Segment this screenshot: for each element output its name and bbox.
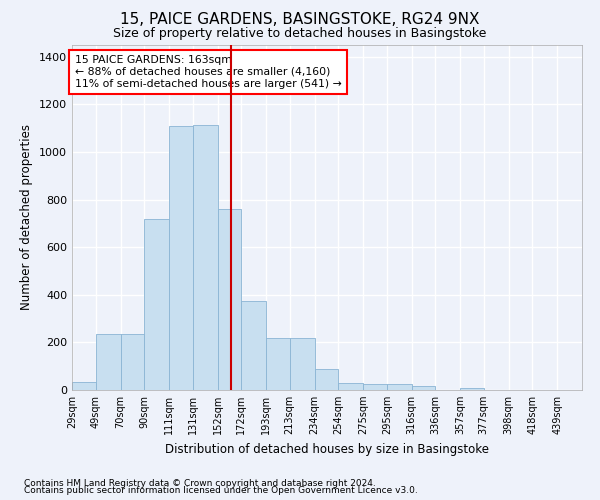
Bar — [387, 384, 412, 390]
Bar — [266, 338, 290, 390]
Text: 15, PAICE GARDENS, BASINGSTOKE, RG24 9NX: 15, PAICE GARDENS, BASINGSTOKE, RG24 9NX — [120, 12, 480, 28]
X-axis label: Distribution of detached houses by size in Basingstoke: Distribution of detached houses by size … — [165, 442, 489, 456]
Bar — [363, 384, 387, 390]
Bar — [144, 218, 169, 390]
Text: Contains HM Land Registry data © Crown copyright and database right 2024.: Contains HM Land Registry data © Crown c… — [24, 478, 376, 488]
Bar — [314, 368, 338, 390]
Bar — [241, 301, 266, 390]
Bar — [72, 382, 95, 390]
Bar — [290, 338, 314, 390]
Bar — [338, 383, 363, 390]
Text: Contains public sector information licensed under the Open Government Licence v3: Contains public sector information licen… — [24, 486, 418, 495]
Bar — [121, 334, 144, 390]
Y-axis label: Number of detached properties: Number of detached properties — [20, 124, 34, 310]
Text: 15 PAICE GARDENS: 163sqm
← 88% of detached houses are smaller (4,160)
11% of sem: 15 PAICE GARDENS: 163sqm ← 88% of detach… — [74, 56, 341, 88]
Bar — [460, 388, 484, 390]
Bar — [95, 334, 121, 390]
Bar — [169, 126, 193, 390]
Bar — [218, 209, 241, 390]
Text: Size of property relative to detached houses in Basingstoke: Size of property relative to detached ho… — [113, 28, 487, 40]
Bar — [412, 386, 435, 390]
Bar — [193, 124, 218, 390]
